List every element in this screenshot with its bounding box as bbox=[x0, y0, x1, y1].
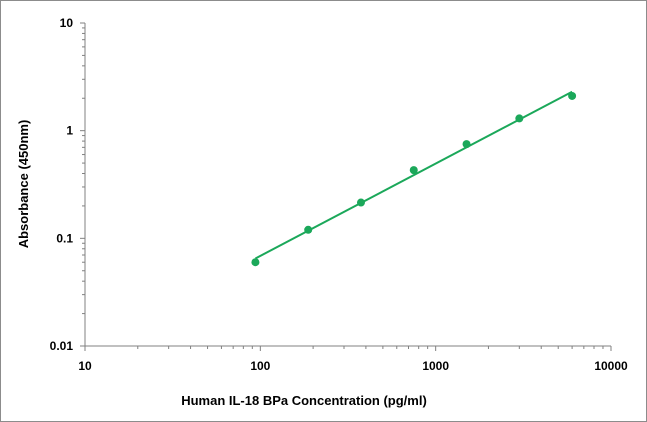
trendline-layer bbox=[254, 90, 573, 260]
data-point bbox=[515, 114, 524, 123]
data-point bbox=[356, 198, 365, 207]
y-tick-label: 1 bbox=[66, 124, 73, 138]
data-point bbox=[409, 166, 418, 175]
data-point bbox=[462, 140, 471, 149]
x-axis-title: Human IL-18 BPa Concentration (pg/ml) bbox=[181, 393, 427, 408]
points-layer bbox=[251, 91, 577, 267]
y-axis-title: Absorbance (450nm) bbox=[16, 120, 31, 249]
y-tick-label: 0.01 bbox=[50, 339, 74, 353]
data-point bbox=[251, 258, 260, 267]
x-tick-label: 10000 bbox=[594, 359, 628, 373]
x-tick-label: 100 bbox=[250, 359, 270, 373]
axes-layer bbox=[84, 23, 611, 347]
trendline bbox=[254, 90, 573, 260]
x-tick-label: 1000 bbox=[422, 359, 449, 373]
ticks-layer: 0.01 0.1 1 10 10 100 1000 10000 bbox=[50, 16, 628, 373]
y-tick-label: 0.1 bbox=[56, 231, 73, 245]
data-point bbox=[568, 91, 577, 100]
y-tick-label: 10 bbox=[60, 16, 74, 30]
data-point bbox=[304, 225, 313, 234]
x-tick-label: 10 bbox=[78, 359, 92, 373]
